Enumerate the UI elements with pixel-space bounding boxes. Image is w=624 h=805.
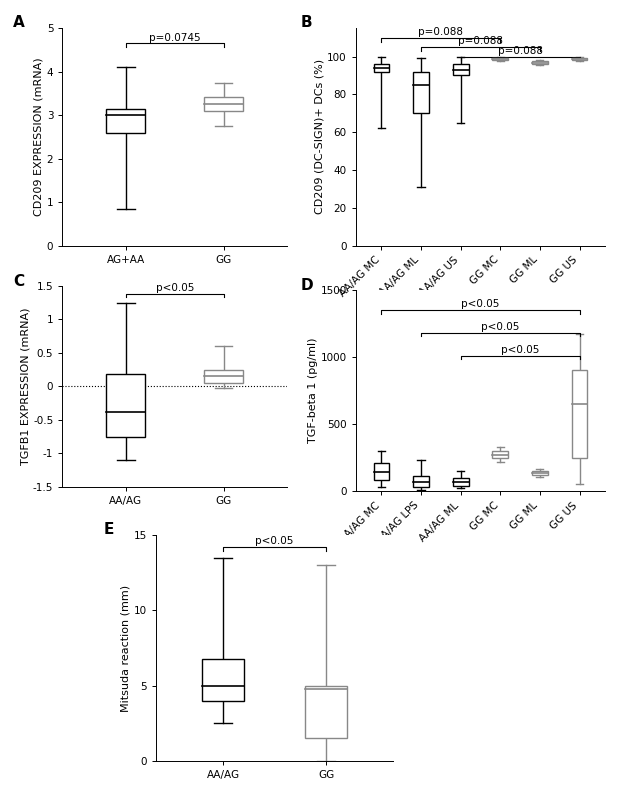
- Bar: [202, 658, 243, 700]
- Bar: [106, 109, 145, 133]
- Bar: [106, 374, 145, 436]
- Bar: [413, 477, 429, 487]
- Bar: [532, 61, 548, 64]
- Text: p=0.088: p=0.088: [497, 46, 543, 56]
- Text: p<0.05: p<0.05: [255, 536, 294, 547]
- Bar: [306, 686, 347, 738]
- Bar: [413, 72, 429, 114]
- Bar: [572, 58, 587, 60]
- Bar: [453, 64, 469, 76]
- Bar: [453, 478, 469, 486]
- Text: E: E: [104, 522, 114, 537]
- Y-axis label: TGF-beta 1 (pg/ml): TGF-beta 1 (pg/ml): [308, 337, 318, 444]
- Y-axis label: CD209 EXPRESSION (mRNA): CD209 EXPRESSION (mRNA): [34, 57, 44, 217]
- Text: C: C: [13, 274, 24, 289]
- Bar: [492, 58, 508, 60]
- Bar: [204, 97, 243, 111]
- Text: p<0.05: p<0.05: [501, 345, 539, 355]
- Text: p=0.088: p=0.088: [418, 27, 464, 37]
- Y-axis label: CD209 (DC-SIGN)+ DCs (%): CD209 (DC-SIGN)+ DCs (%): [314, 60, 324, 214]
- Bar: [374, 463, 389, 481]
- Text: p<0.05: p<0.05: [461, 299, 500, 309]
- Text: p<0.05: p<0.05: [155, 283, 194, 293]
- Text: p<0.05: p<0.05: [481, 322, 519, 332]
- Text: D: D: [301, 278, 313, 293]
- Bar: [532, 471, 548, 475]
- Bar: [374, 64, 389, 72]
- Y-axis label: Mitsuda reaction (mm): Mitsuda reaction (mm): [121, 584, 131, 712]
- Text: p=0.088: p=0.088: [458, 36, 503, 46]
- Text: A: A: [13, 15, 25, 30]
- Text: B: B: [301, 15, 313, 30]
- Bar: [572, 370, 587, 457]
- Bar: [204, 369, 243, 383]
- Y-axis label: TGFB1 EXPRESSION (mRNA): TGFB1 EXPRESSION (mRNA): [20, 308, 30, 465]
- Text: p=0.0745: p=0.0745: [149, 32, 200, 43]
- Bar: [492, 451, 508, 458]
